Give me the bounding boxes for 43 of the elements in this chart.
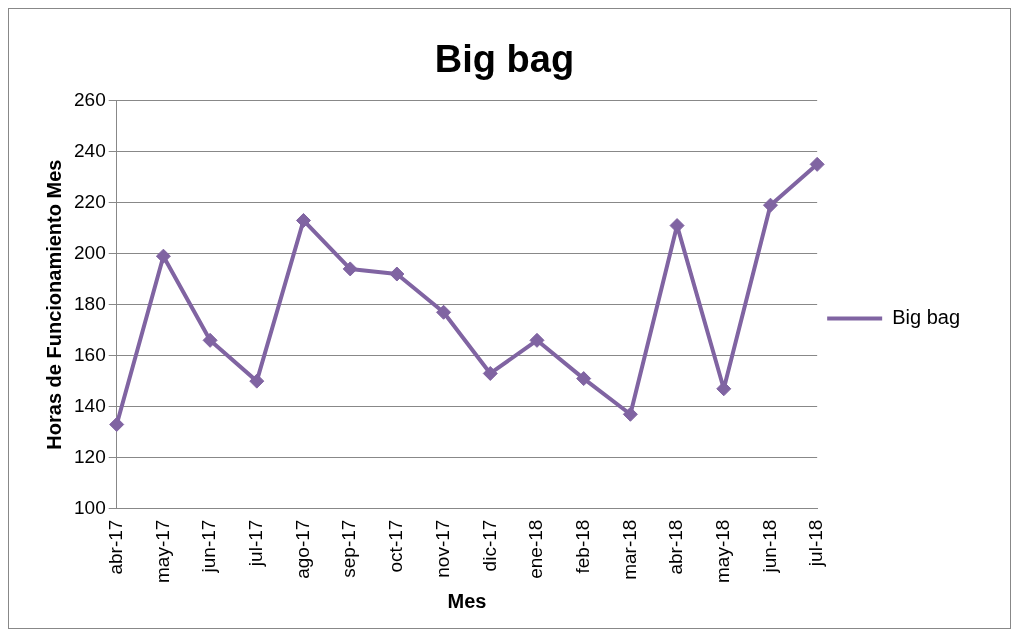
x-tick-label: oct-17 — [385, 519, 407, 573]
x-tick-label: jun-18 — [758, 519, 780, 574]
x-tick-label: abr-18 — [665, 519, 687, 575]
x-tick-label: may-18 — [712, 519, 734, 583]
point — [109, 416, 125, 432]
x-tick-label: jul-18 — [805, 519, 827, 568]
x-tick-label: abr-17 — [104, 519, 126, 575]
point — [389, 266, 405, 282]
x-tick-label: may-17 — [151, 519, 173, 583]
y-tick-label: 120 — [74, 445, 106, 467]
point — [622, 406, 638, 422]
x-axis-title: Mes — [447, 589, 487, 612]
y-tick-label: 240 — [74, 139, 106, 161]
y-tick-label: 160 — [74, 343, 106, 365]
point — [295, 212, 311, 228]
point — [762, 197, 778, 213]
x-tick-label: mar-18 — [618, 519, 640, 580]
y-tick-label: 220 — [74, 190, 106, 212]
y-tick-label: 180 — [74, 292, 106, 314]
legend-label: Big bag — [892, 306, 961, 329]
y-tick-label: 100 — [74, 496, 106, 518]
y-tick-label: 200 — [74, 241, 106, 263]
point — [576, 371, 592, 387]
x-tick-label: sep-17 — [338, 519, 360, 578]
point — [342, 261, 358, 277]
point — [529, 332, 545, 348]
x-tick-label: ene-18 — [525, 519, 547, 579]
y-axis-title: Horas de Funcionamiento Mes — [42, 159, 65, 450]
x-tick-label: feb-18 — [571, 519, 593, 574]
chart-title: Big bag — [434, 38, 575, 81]
y-tick-label: 140 — [74, 394, 106, 416]
x-tick-label: dic-17 — [478, 519, 500, 572]
point — [202, 332, 218, 348]
x-tick-label: ago-17 — [291, 519, 313, 579]
point — [249, 373, 265, 389]
x-tick-label: jul-17 — [245, 519, 267, 568]
x-tick-label: jun-17 — [198, 519, 220, 574]
point — [155, 248, 171, 264]
point — [809, 156, 825, 172]
point — [482, 365, 498, 381]
y-tick-label: 260 — [74, 88, 106, 110]
x-tick-label: nov-17 — [431, 519, 453, 578]
point — [436, 304, 452, 320]
